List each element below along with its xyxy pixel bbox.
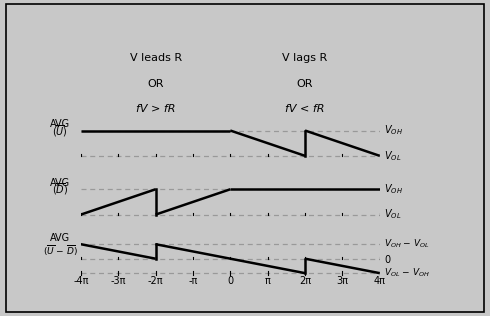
Text: 4π: 4π [374, 276, 386, 286]
Text: -4π: -4π [73, 276, 89, 286]
Text: AVG: AVG [50, 178, 71, 188]
Text: -3π: -3π [110, 276, 126, 286]
Text: 0: 0 [227, 276, 233, 286]
Text: π: π [265, 276, 270, 286]
Text: $V_{OH}$ $-$ $V_{OL}$: $V_{OH}$ $-$ $V_{OL}$ [384, 238, 430, 251]
Text: -π: -π [188, 276, 197, 286]
Text: ($\overline{U}$ $-$ $\overline{D}$): ($\overline{U}$ $-$ $\overline{D}$) [43, 244, 78, 258]
Text: 2π: 2π [299, 276, 311, 286]
Text: ($\overline{U}$): ($\overline{U}$) [52, 123, 68, 139]
Text: V lags R: V lags R [282, 53, 328, 64]
Text: OR: OR [297, 79, 313, 89]
Text: $V_{OH}$: $V_{OH}$ [384, 182, 403, 196]
Text: 3π: 3π [337, 276, 348, 286]
Text: -2π: -2π [148, 276, 163, 286]
Text: $V_{OL}$: $V_{OL}$ [384, 208, 402, 222]
Text: OR: OR [147, 79, 164, 89]
Text: $0$: $0$ [384, 253, 392, 265]
Text: fV > fR: fV > fR [136, 104, 175, 114]
Text: fV < fR: fV < fR [285, 104, 325, 114]
Text: $V_{OL}$: $V_{OL}$ [384, 149, 402, 163]
Text: $V_{OL}$ $-$ $V_{OH}$: $V_{OL}$ $-$ $V_{OH}$ [384, 267, 430, 279]
Text: ($\overline{D}$): ($\overline{D}$) [52, 182, 69, 198]
Text: AVG: AVG [50, 119, 71, 129]
Text: V leads R: V leads R [129, 53, 182, 64]
Text: AVG: AVG [50, 233, 71, 243]
Text: $V_{OH}$: $V_{OH}$ [384, 124, 403, 137]
